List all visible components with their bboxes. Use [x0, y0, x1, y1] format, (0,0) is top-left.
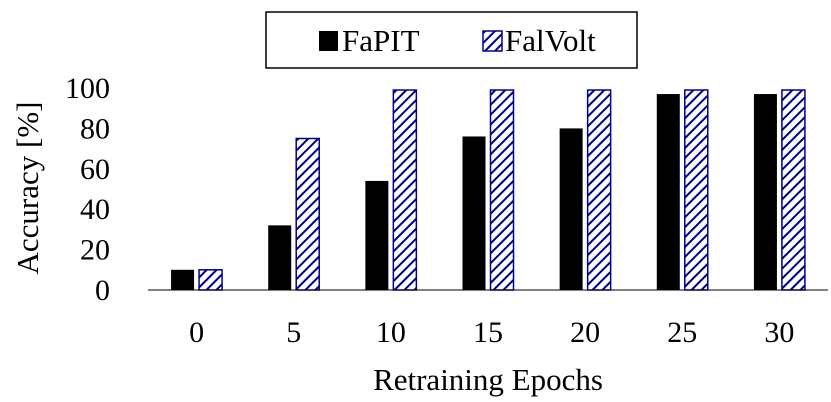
x-tick-label: 25	[667, 316, 697, 349]
x-tick-label: 20	[570, 316, 600, 349]
x-tick-label: 10	[376, 316, 406, 349]
bar-falvolt-5	[295, 137, 320, 291]
x-axis-ticks: 0 5 10 15 20 25 30	[189, 316, 794, 349]
legend-swatch-fapit	[319, 31, 338, 51]
x-tick-label: 15	[473, 316, 503, 349]
bar-falvolt-25	[684, 89, 709, 291]
bar-falvolt-20	[586, 89, 612, 291]
y-tick-label: 60	[80, 153, 110, 186]
legend: FaPIT FalVolt	[265, 11, 638, 69]
bar-fapit-15	[462, 136, 486, 290]
x-tick-label: 5	[286, 316, 301, 349]
x-axis-title: Retraining Epochs	[373, 362, 603, 397]
bar-fapit-25	[656, 94, 680, 290]
bar-fapit-20	[559, 128, 583, 290]
bars	[171, 89, 806, 291]
bar-fapit-5	[268, 225, 292, 290]
y-tick-label: 100	[65, 72, 110, 105]
y-axis-title: Accuracy [%]	[10, 102, 45, 275]
legend-swatch-falvolt	[482, 30, 503, 52]
y-tick-label: 0	[95, 274, 110, 307]
y-tick-label: 20	[80, 234, 110, 267]
x-tick-label: 0	[189, 316, 204, 349]
bar-falvolt-10	[392, 89, 418, 291]
y-axis-ticks: 0 20 40 60 80 100	[65, 72, 110, 307]
bar-fapit-30	[753, 94, 777, 290]
legend-label-fapit: FaPIT	[342, 23, 420, 58]
y-tick-label: 40	[80, 193, 110, 226]
bar-fapit-0	[171, 269, 195, 290]
x-tick-label: 30	[764, 316, 794, 349]
bar-fapit-10	[365, 180, 389, 290]
y-tick-label: 80	[80, 112, 110, 145]
legend-label-falvolt: FalVolt	[505, 23, 596, 58]
bar-falvolt-0	[198, 269, 223, 291]
bar-falvolt-15	[489, 89, 515, 291]
bar-falvolt-30	[781, 89, 806, 291]
